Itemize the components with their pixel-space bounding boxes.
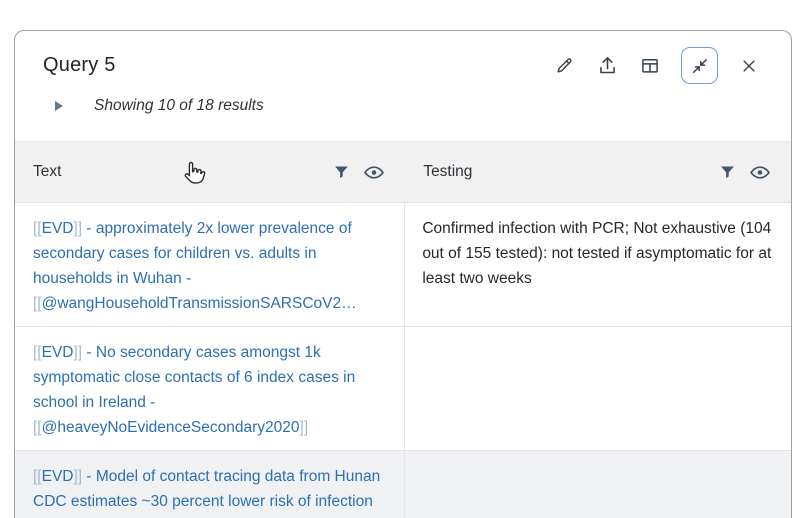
edit-button[interactable] [552,54,576,78]
pencil-icon [556,58,572,73]
text-cell[interactable]: [[EVD]] - Model of contact tracing data … [15,451,406,518]
evidence-link[interactable]: [[EVD]] - No secondary cases amongst 1k … [33,344,356,436]
column-header-testing: Testing [405,142,791,202]
filter-icon[interactable] [333,163,350,181]
table-body: [[EVD]] - approximately 2x lower prevale… [15,203,791,518]
close-button[interactable] [737,54,761,78]
results-table: Text Testing [15,141,791,518]
column-label: Text [33,163,62,180]
panel-header: Query 5 [15,31,791,84]
table-header: Text Testing [15,142,791,203]
testing-cell[interactable] [405,327,791,450]
column-label: Testing [423,163,473,180]
results-summary-row: Showing 10 of 18 results [15,97,791,115]
evidence-link[interactable]: [[EVD]] - approximately 2x lower prevale… [33,220,357,312]
results-summary: Showing 10 of 18 results [94,97,264,114]
table-row: [[EVD]] - Model of contact tracing data … [15,450,791,518]
eye-icon[interactable] [749,164,771,181]
table-view-button[interactable] [638,54,662,78]
collapse-icon [692,58,707,73]
export-icon [599,57,615,74]
close-icon [743,59,755,72]
text-cell[interactable]: [[EVD]] - approximately 2x lower prevale… [15,203,406,326]
toolbar [552,47,761,84]
export-button[interactable] [595,54,619,78]
evidence-link[interactable]: [[EVD]] - Model of contact tracing data … [33,468,381,510]
table-row: [[EVD]] - approximately 2x lower prevale… [15,203,791,326]
eye-icon[interactable] [363,164,385,181]
text-cell[interactable]: [[EVD]] - No secondary cases amongst 1k … [15,327,406,450]
table-icon [642,58,658,73]
query-panel: Query 5 [14,30,792,518]
table-row: [[EVD]] - No secondary cases amongst 1k … [15,326,791,450]
column-header-text: Text [15,142,405,202]
testing-cell[interactable] [405,451,791,518]
collapse-button[interactable] [681,47,718,84]
disclosure-caret-icon[interactable] [55,101,63,111]
filter-icon[interactable] [719,163,736,181]
testing-cell[interactable]: Confirmed infection with PCR; Not exhaus… [422,220,772,287]
page-title: Query 5 [43,54,116,76]
